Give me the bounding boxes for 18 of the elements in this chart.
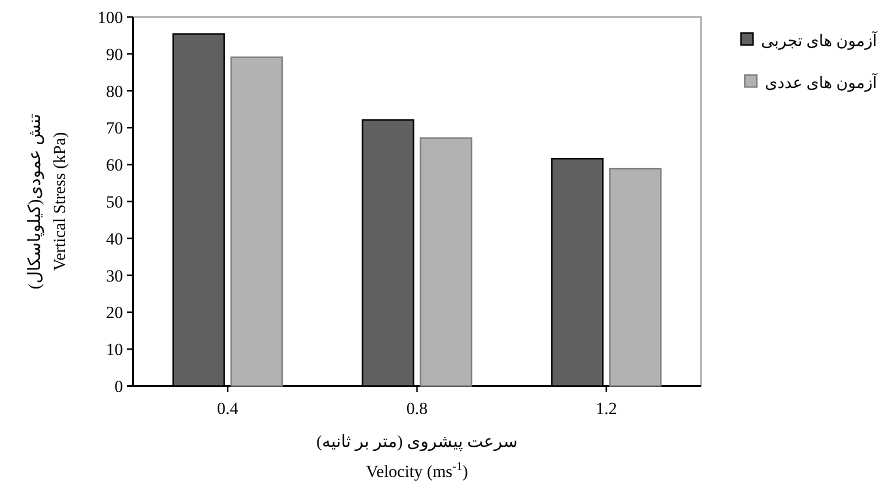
- x-tick-label: 0.8: [406, 399, 428, 418]
- y-tick-label: 40: [106, 229, 123, 248]
- legend-label: آزمون های تجربی: [761, 30, 879, 50]
- legend-label: آزمون های عددی: [764, 72, 879, 92]
- y-tick-label: 0: [114, 377, 123, 396]
- legend-item: آزمون های عددی: [744, 74, 877, 92]
- y-tick-label: 90: [106, 44, 123, 64]
- y-tick-label: 10: [106, 340, 123, 360]
- y-tick-label: 80: [106, 82, 123, 101]
- x-tick-label: 1.2: [596, 399, 617, 418]
- y-tick-label: 30: [106, 266, 123, 286]
- y-tick-label: 60: [106, 156, 123, 175]
- y-tick-label: 100: [98, 8, 123, 27]
- x-tick-label: 0.4: [217, 399, 239, 418]
- legend-item: آزمون های تجربی: [740, 32, 877, 50]
- y-tick-label: 50: [106, 192, 123, 212]
- y-tick-label: 20: [106, 303, 123, 322]
- y-tick-label: 70: [106, 118, 123, 138]
